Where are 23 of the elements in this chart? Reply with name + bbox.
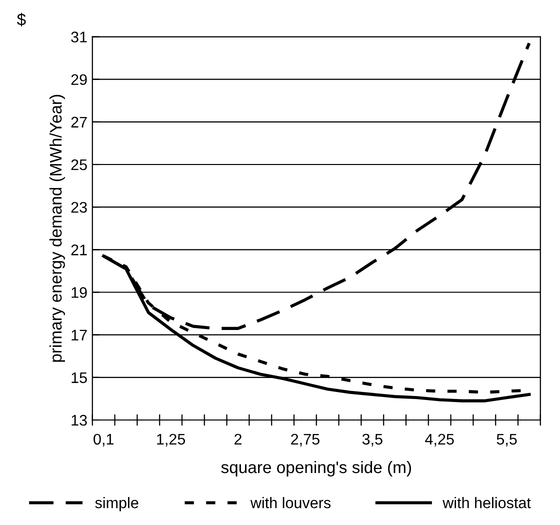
- y-tick-label: 21: [71, 244, 87, 256]
- x-tick-label: 2: [234, 434, 242, 444]
- x-tick-label: 4,25: [425, 434, 454, 446]
- x-tick-label: 0,1: [94, 434, 114, 446]
- y-tick-label: 13: [72, 414, 87, 426]
- y-tick-label: 17: [72, 330, 87, 340]
- x-tick-label: 1,25: [157, 434, 186, 446]
- y-tick-label: 19: [72, 287, 87, 298]
- legend-label: with heliostat: [442, 497, 531, 508]
- y-axis-title: primary energy demand (MWh/Year): [49, 94, 65, 362]
- y-tick-label: 31: [71, 32, 87, 42]
- y-tick-label: 25: [71, 159, 87, 170]
- y-tick-label: 15: [72, 372, 87, 384]
- y-tick-label: 27: [71, 116, 87, 128]
- y-tick-label: 29: [71, 74, 87, 86]
- x-tick-label: 2,75: [291, 434, 320, 446]
- x-axis-title: square opening's side (m): [221, 460, 411, 477]
- y-tick-label: 23: [71, 202, 87, 213]
- text: $: [16, 12, 26, 26]
- legend-label: with louvers: [250, 497, 331, 508]
- x-tick-label: 3,5: [362, 434, 382, 446]
- x-tick-label: 5,5: [496, 434, 517, 446]
- legend-label: simple: [95, 497, 138, 512]
